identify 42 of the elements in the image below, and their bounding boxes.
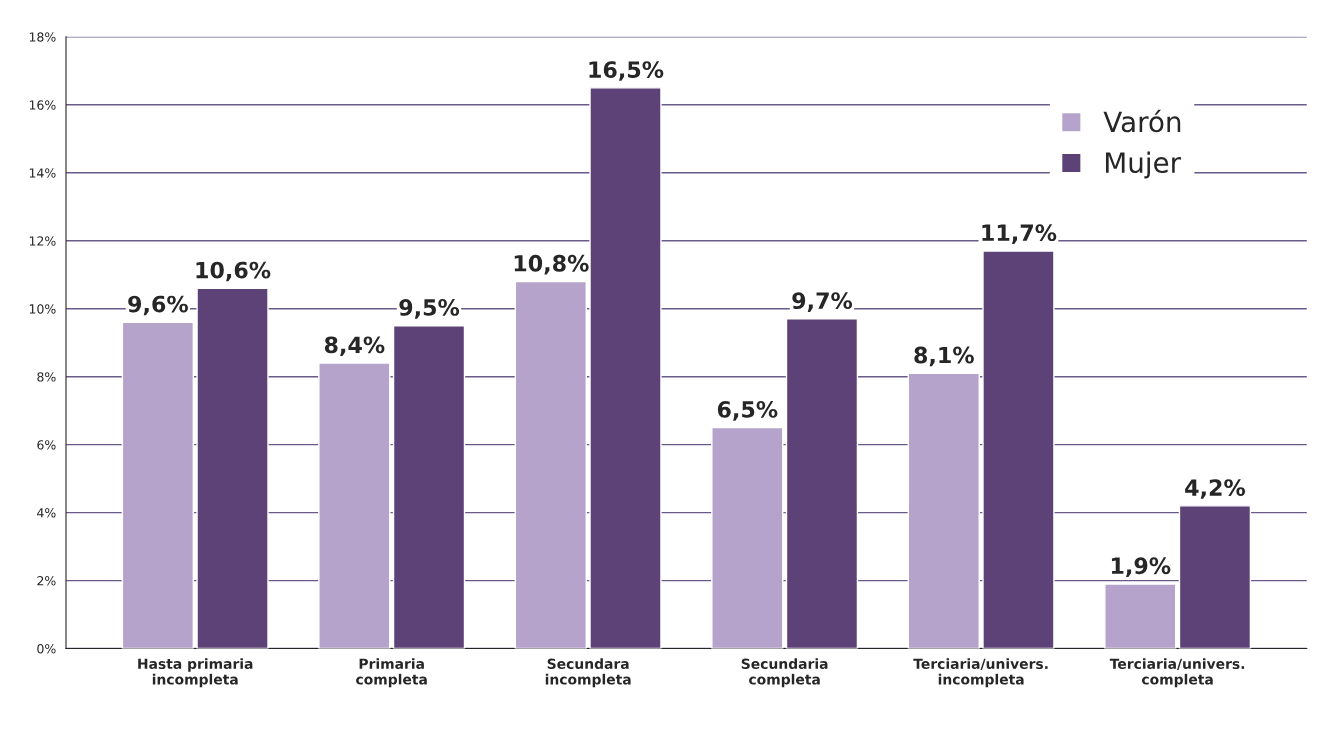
y-tick-label: 10% xyxy=(29,304,56,314)
data-label: 10,8% xyxy=(514,254,589,275)
data-label: 4,2% xyxy=(1185,479,1246,499)
data-label: 8,1% xyxy=(914,346,974,367)
data-label: 16,5% xyxy=(589,61,664,81)
bar xyxy=(589,87,662,649)
data-label: 1,9% xyxy=(1111,557,1171,577)
bar xyxy=(514,280,587,649)
y-tick-label: 0% xyxy=(37,644,56,654)
data-label: 9,6% xyxy=(128,295,188,316)
data-label: 11,7% xyxy=(982,224,1057,244)
bar xyxy=(907,372,980,649)
y-tick-label: 8% xyxy=(37,372,56,382)
bar xyxy=(196,287,269,649)
y-tick-label: 14% xyxy=(29,168,56,178)
data-label: 9,5% xyxy=(399,299,460,319)
bar xyxy=(711,426,784,649)
y-tick-label: 2% xyxy=(37,576,56,586)
bar xyxy=(392,325,466,649)
data-label: 10,6% xyxy=(196,261,271,282)
bar xyxy=(982,250,1055,649)
x-tick-label: Secundara incompleta xyxy=(545,658,631,688)
x-tick-label: Primaria completa xyxy=(356,658,427,688)
y-tick-label: 6% xyxy=(37,440,56,450)
y-tick-label: 18% xyxy=(29,32,56,42)
data-label: 6,5% xyxy=(717,400,778,421)
y-tick-label: 12% xyxy=(29,236,56,246)
bar xyxy=(1104,583,1177,649)
x-tick-label: Secundaria completa xyxy=(741,658,828,688)
legend-label: Mujer xyxy=(1106,151,1182,179)
data-label: 8,4% xyxy=(324,336,385,357)
x-tick-label: Terciaria/univers. incompleta xyxy=(913,658,1048,688)
bar xyxy=(1178,505,1252,649)
bar xyxy=(318,362,391,649)
y-tick-label: 16% xyxy=(29,100,56,110)
bar xyxy=(121,321,195,649)
x-tick-label: Hasta primaria incompleta xyxy=(138,658,253,688)
data-label: 9,7% xyxy=(792,292,853,312)
x-tick-label: Terciaria/univers. completa xyxy=(1109,658,1245,688)
y-tick-label: 4% xyxy=(37,508,56,518)
legend-label: Varón xyxy=(1103,109,1181,133)
bar xyxy=(785,318,859,649)
